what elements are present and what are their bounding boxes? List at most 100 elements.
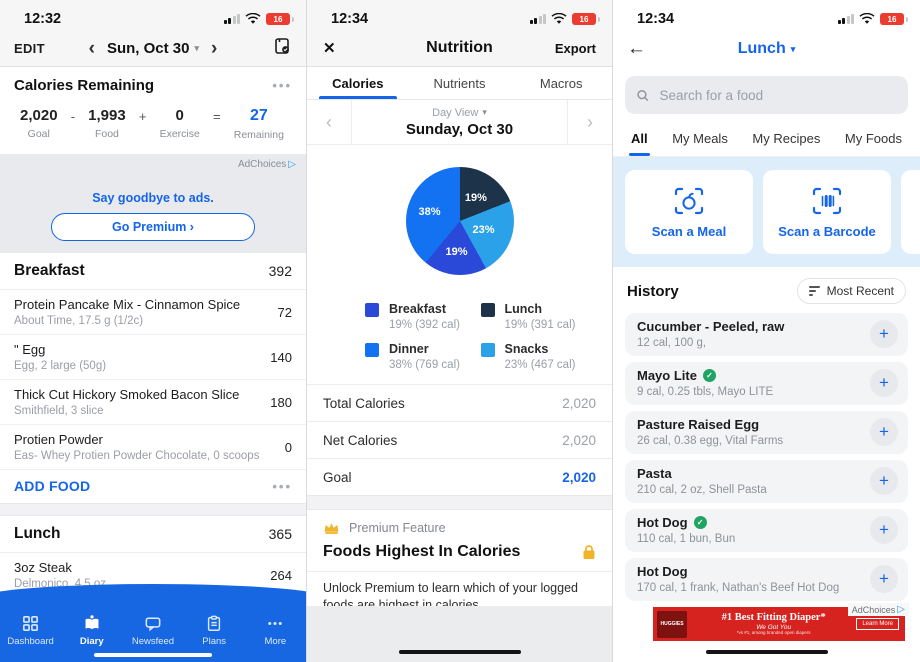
dashboard-icon: [23, 616, 39, 631]
nav-label: Dashboard: [7, 636, 54, 647]
adchoices-text: AdChoices: [851, 604, 896, 615]
edit-button[interactable]: EDIT: [14, 40, 45, 56]
go-premium-button[interactable]: Go Premium ›: [51, 213, 255, 241]
prev-day-button[interactable]: ‹: [307, 100, 352, 144]
search-icon: [637, 89, 649, 101]
food-name: 3oz Steak: [14, 560, 72, 575]
summary-label: Total Calories: [323, 395, 405, 411]
tab-calories[interactable]: Calories: [307, 67, 409, 99]
tab-my-recipes[interactable]: My Recipes: [752, 131, 821, 146]
exercise-group: 0 Exercise: [160, 107, 200, 140]
next-day-button[interactable]: ›: [211, 37, 218, 59]
nav-label: More: [264, 636, 287, 647]
scan-card-partial[interactable]: [901, 170, 920, 254]
summary-value: 2,020: [562, 469, 596, 485]
close-icon[interactable]: ✕: [323, 40, 336, 57]
home-indicator[interactable]: [398, 649, 521, 654]
learn-more-button[interactable]: Learn More: [856, 618, 899, 630]
nav-item-newsfeed[interactable]: Newsfeed: [124, 614, 182, 647]
food-item[interactable]: Protien Powder Eas- Whey Protien Powder …: [0, 425, 306, 470]
scan-a-barcode-card[interactable]: Scan a Barcode: [763, 170, 891, 254]
search-input[interactable]: [657, 86, 897, 104]
history-header: History Most Recent: [613, 267, 920, 313]
home-indicator[interactable]: [705, 649, 828, 654]
date-selector[interactable]: Sun, Oct 30 ▾: [107, 40, 199, 57]
quick-add-button[interactable]: +: [870, 565, 898, 593]
add-food-button[interactable]: ADD FOOD: [14, 478, 91, 494]
ad-fine-print: *vs #1, among branded open diapers: [736, 629, 811, 635]
remaining-group: 27 Remaining: [234, 107, 284, 141]
next-day-button[interactable]: ›: [567, 100, 612, 144]
remaining-label: Remaining: [233, 129, 284, 141]
history-item[interactable]: Mayo Lite ✓ 9 cal, 0.25 tbls, Mayo LITE …: [625, 362, 908, 405]
scan-meal-label: Scan a Meal: [651, 224, 727, 239]
nav-item-plans[interactable]: Plans: [185, 614, 243, 647]
history-item[interactable]: Hot Dog ✓ 110 cal, 1 bun, Bun +: [625, 509, 908, 552]
scan-a-meal-card[interactable]: Scan a Meal: [625, 170, 753, 254]
nav-item-more[interactable]: More: [246, 614, 304, 647]
tab-my-foods[interactable]: My Foods: [844, 131, 902, 146]
date-view-selector[interactable]: Day View ▾ Sunday, Oct 30: [352, 100, 567, 144]
summary-row-total-calories: Total Calories 2,020: [307, 384, 612, 421]
history-item[interactable]: Cucumber - Peeled, raw 12 cal, 100 g, +: [625, 313, 908, 356]
more-options-icon[interactable]: •••: [272, 78, 292, 93]
export-button[interactable]: Export: [554, 40, 596, 56]
nav-item-dashboard[interactable]: Dashboard: [2, 614, 60, 647]
tab-nutrients[interactable]: Nutrients: [433, 76, 486, 91]
plans-icon: [208, 615, 221, 631]
more-icon: [268, 621, 283, 626]
caret-down-icon: ▾: [482, 107, 487, 117]
goal-value: 2,020: [20, 107, 58, 124]
exercise-value: 0: [175, 107, 184, 124]
summary-value: 2,020: [562, 395, 596, 411]
cellular-signal-icon: [223, 13, 240, 25]
huggies-ad-banner[interactable]: HUGGIES #1 Best Fitting Diaper* We Got Y…: [653, 603, 909, 641]
food-detail: About Time, 17.5 g (1/2c): [14, 315, 144, 327]
back-icon[interactable]: ←: [627, 38, 646, 59]
quick-add-button[interactable]: +: [870, 467, 898, 495]
diary-top-area: 12:32 16 EDIT ‹ Sun, Oct 30 ▾ ›: [0, 0, 306, 67]
diary-screen: 12:32 16 EDIT ‹ Sun, Oct 30 ▾ ›: [0, 0, 307, 662]
meal-selector[interactable]: Lunch ▾: [613, 40, 920, 58]
section-options-icon[interactable]: •••: [272, 478, 292, 494]
legend-name: Dinner: [389, 342, 429, 356]
history-item-name: Pasta: [637, 466, 672, 481]
diary-log-button[interactable]: [272, 36, 292, 61]
food-calories: 180: [270, 394, 292, 410]
adchoices-label[interactable]: AdChoices ▷: [238, 159, 296, 170]
food-item[interactable]: " Egg Egg, 2 large (50g) 140: [0, 335, 306, 380]
selected-date: Sunday, Oct 30: [405, 120, 514, 138]
calories-remaining-card: Calories Remaining ••• 2,020 Goal - 1,99…: [0, 67, 306, 155]
history-item-detail: 170 cal, 1 frank, Nathan's Beef Hot Dog: [637, 582, 840, 594]
pie-slice-label: 38%: [418, 205, 441, 218]
tab-all[interactable]: All: [629, 123, 650, 156]
history-item-detail: 210 cal, 2 oz, Shell Pasta: [637, 484, 767, 496]
tab-my-meals[interactable]: My Meals: [672, 131, 728, 146]
search-bar[interactable]: [625, 76, 908, 114]
ad-message: Say goodbye to ads.: [92, 191, 214, 205]
food-name: " Egg: [14, 342, 46, 357]
legend-item-dinner: Dinner 38% (769 cal): [365, 342, 481, 371]
food-item[interactable]: Thick Cut Hickory Smoked Bacon Slice Smi…: [0, 380, 306, 425]
pie-chart-area: 19% 23% 19% 38%: [307, 145, 612, 289]
quick-add-button[interactable]: +: [870, 516, 898, 544]
date-selector-bar: ‹ Day View ▾ Sunday, Oct 30 ›: [307, 100, 612, 145]
quick-add-button[interactable]: +: [870, 320, 898, 348]
history-item-detail: 26 cal, 0.38 egg, Vital Farms: [637, 435, 784, 447]
sort-button[interactable]: Most Recent: [796, 278, 906, 304]
home-indicator[interactable]: [94, 653, 212, 657]
quick-add-button[interactable]: +: [870, 418, 898, 446]
tab-macros[interactable]: Macros: [539, 76, 583, 91]
adchoices-label[interactable]: AdChoices ▷: [847, 603, 909, 616]
nav-item-diary[interactable]: Diary: [63, 614, 121, 647]
prev-day-button[interactable]: ‹: [88, 37, 95, 59]
food-item[interactable]: Protein Pancake Mix - Cinnamon Spice Abo…: [0, 290, 306, 335]
pie-slice-label: 23%: [472, 224, 495, 237]
food-name: Protein Pancake Mix - Cinnamon Spice: [14, 297, 241, 312]
history-item[interactable]: Pasta 210 cal, 2 oz, Shell Pasta +: [625, 460, 908, 503]
quick-add-button[interactable]: +: [870, 369, 898, 397]
history-item[interactable]: Hot Dog 170 cal, 1 frank, Nathan's Beef …: [625, 558, 908, 601]
history-item[interactable]: Pasture Raised Egg 26 cal, 0.38 egg, Vit…: [625, 411, 908, 454]
legend-item-lunch: Lunch 19% (391 cal): [480, 302, 597, 331]
